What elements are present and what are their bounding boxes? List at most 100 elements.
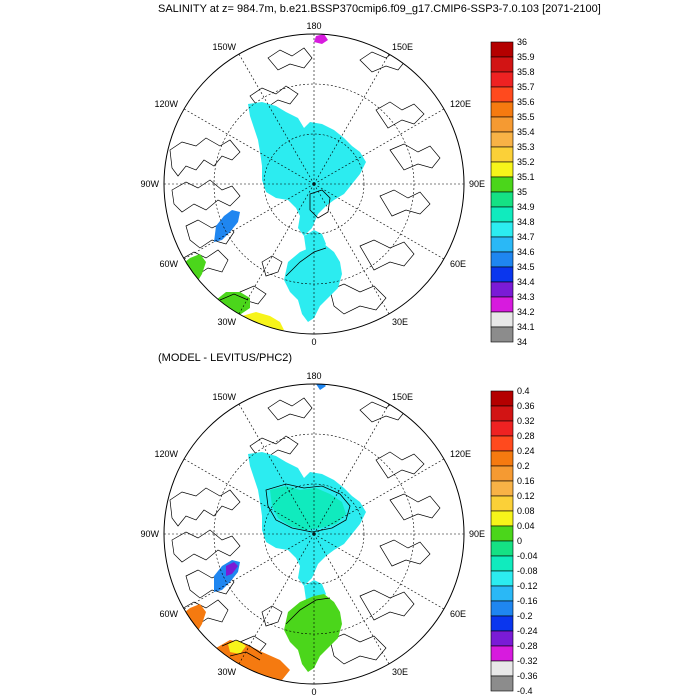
colorbar-swatch bbox=[490, 131, 514, 148]
colorbar-swatch bbox=[490, 675, 514, 692]
lon-label-30e: 30E bbox=[392, 317, 408, 327]
lon-label-120e: 120E bbox=[450, 99, 471, 109]
lon-label-90e: 90E bbox=[469, 529, 485, 539]
colorbar-label: 0.36 bbox=[517, 401, 535, 411]
lon-label-90e: 90E bbox=[469, 179, 485, 189]
lon-label-120w: 120W bbox=[154, 99, 178, 109]
colorbar-label: -0.04 bbox=[517, 551, 538, 561]
colorbar-label: 0.4 bbox=[517, 386, 530, 396]
lon-label-120e: 120E bbox=[450, 449, 471, 459]
contour-lines bbox=[219, 189, 331, 301]
contour-lines bbox=[221, 483, 351, 661]
lon-label-150e: 150E bbox=[392, 392, 413, 402]
colorbar-label: 0.16 bbox=[517, 476, 535, 486]
longitude-labels: 180 150E 120E 90E 60E 30E 0 30W 60W 90W … bbox=[140, 21, 485, 347]
colorbar-label: 35.8 bbox=[517, 67, 535, 77]
colorbar-swatch bbox=[490, 206, 514, 223]
colorbar-swatch bbox=[490, 56, 514, 73]
map-boundary bbox=[163, 33, 465, 335]
colorbar-swatch bbox=[490, 311, 514, 328]
salinity-field bbox=[178, 34, 366, 332]
colorbar-label: 0.08 bbox=[517, 506, 535, 516]
lon-label-150w: 150W bbox=[212, 392, 236, 402]
colorbar-label: 35.9 bbox=[517, 52, 535, 62]
lon-label-180: 180 bbox=[306, 371, 321, 381]
longitude-labels: 180 150E 120E 90E 60E 30E 0 30W 60W 90W … bbox=[140, 371, 485, 697]
lon-label-120w: 120W bbox=[154, 449, 178, 459]
colorbar-label: -0.16 bbox=[517, 596, 538, 606]
colorbar-label: -0.32 bbox=[517, 656, 538, 666]
arctic-inner-fill bbox=[270, 486, 346, 530]
colorbar-swatch bbox=[490, 41, 514, 58]
lon-label-180: 180 bbox=[306, 21, 321, 31]
colorbar-swatch bbox=[490, 540, 514, 557]
graticule bbox=[164, 384, 464, 684]
colorbar-label: 35.7 bbox=[517, 82, 535, 92]
colorbar-swatch bbox=[490, 495, 514, 512]
atlantic-green-patch bbox=[216, 292, 250, 316]
colorbar-swatch bbox=[490, 86, 514, 103]
colorbar-swatch bbox=[490, 630, 514, 647]
colorbar-swatch bbox=[490, 326, 514, 343]
lon-label-60w: 60W bbox=[159, 259, 178, 269]
lon-label-90w: 90W bbox=[140, 529, 159, 539]
colorbar-label: -0.08 bbox=[517, 566, 538, 576]
atlantic-yellow-patch bbox=[242, 312, 284, 332]
colorbar-label: 0.2 bbox=[517, 461, 530, 471]
colorbar-label: -0.28 bbox=[517, 641, 538, 651]
colorbar-label: 34.5 bbox=[517, 262, 535, 272]
pacific-blue-patch bbox=[316, 384, 326, 390]
lon-label-0: 0 bbox=[311, 687, 316, 697]
colorbar-swatch bbox=[490, 465, 514, 482]
colorbar-swatch bbox=[490, 176, 514, 193]
nordic-seas-fill bbox=[284, 594, 342, 672]
arctic-basin-fill bbox=[248, 102, 366, 236]
colorbar-swatch bbox=[490, 660, 514, 677]
nordic-seas-fill bbox=[284, 244, 342, 322]
colorbar-label: 34.4 bbox=[517, 277, 535, 287]
colorbar-label: 35.3 bbox=[517, 142, 535, 152]
coastlines bbox=[169, 47, 441, 315]
lon-label-60e: 60E bbox=[450, 609, 466, 619]
colorbar-label: -0.12 bbox=[517, 581, 538, 591]
colorbar-label: 34.6 bbox=[517, 247, 535, 257]
colorbar-label: -0.4 bbox=[517, 686, 533, 696]
colorbar-label: 35.5 bbox=[517, 112, 535, 122]
colorbar-swatch bbox=[490, 221, 514, 238]
colorbar-label: 34.2 bbox=[517, 307, 535, 317]
lon-label-60e: 60E bbox=[450, 259, 466, 269]
lon-label-90w: 90W bbox=[140, 179, 159, 189]
lon-label-150e: 150E bbox=[392, 42, 413, 52]
colorbar-label: 34.3 bbox=[517, 292, 535, 302]
colorbar-label: 34 bbox=[517, 337, 527, 347]
colorbar-label: -0.2 bbox=[517, 611, 533, 621]
colorbar-swatch bbox=[490, 405, 514, 422]
colorbar-swatch bbox=[490, 146, 514, 163]
colorbar-swatch bbox=[490, 585, 514, 602]
colorbar-swatch bbox=[490, 281, 514, 298]
colorbar-swatch bbox=[490, 236, 514, 253]
panel-2-map: 180 150E 120E 90E 60E 30E 0 30W 60W 90W … bbox=[140, 371, 537, 697]
colorbar-swatch bbox=[490, 116, 514, 133]
colorbar-swatch bbox=[490, 266, 514, 283]
colorbar-label: 34.7 bbox=[517, 232, 535, 242]
colorbar-label: 0.12 bbox=[517, 491, 535, 501]
colorbar-swatch bbox=[490, 645, 514, 662]
colorbar-swatch bbox=[490, 480, 514, 497]
lon-label-0: 0 bbox=[311, 337, 316, 347]
colorbar-label: 0.04 bbox=[517, 521, 535, 531]
colorbar-label: -0.36 bbox=[517, 671, 538, 681]
colorbar-label: 0 bbox=[517, 536, 522, 546]
lon-label-30w: 30W bbox=[217, 317, 236, 327]
colorbar-label: 35 bbox=[517, 187, 527, 197]
lon-label-30w: 30W bbox=[217, 667, 236, 677]
colorbar-swatch bbox=[490, 570, 514, 587]
colorbar-1: 36 35.9 35.8 35.7 35.6 35.5 35.4 35.3 35.2 35.1 35… bbox=[490, 37, 535, 347]
colorbar-swatch bbox=[490, 161, 514, 178]
atlantic-yellow-patch bbox=[228, 640, 246, 654]
panel-2-title: (MODEL - LEVITUS/PHC2) bbox=[158, 352, 293, 364]
colorbar-label: 34.8 bbox=[517, 217, 535, 227]
labrador-patch bbox=[214, 210, 240, 242]
colorbar-swatch bbox=[490, 420, 514, 437]
